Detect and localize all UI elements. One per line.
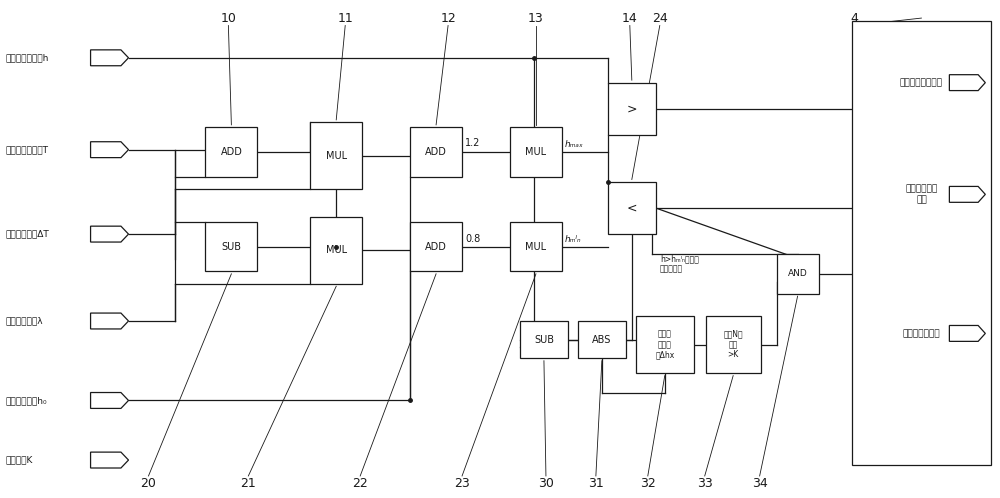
FancyBboxPatch shape	[410, 222, 462, 271]
Text: MUL: MUL	[525, 242, 547, 251]
FancyBboxPatch shape	[205, 222, 257, 271]
Text: 21: 21	[240, 477, 256, 490]
Text: 24: 24	[652, 11, 668, 24]
FancyBboxPatch shape	[510, 127, 562, 177]
Text: >: >	[627, 102, 637, 115]
Text: ABS: ABS	[592, 335, 612, 345]
Polygon shape	[949, 75, 985, 91]
Text: 拟合公式斜率λ: 拟合公式斜率λ	[6, 317, 43, 326]
Text: hₘₐₓ: hₘₐₓ	[565, 140, 584, 149]
Polygon shape	[91, 452, 129, 468]
Text: hₘᴵₙ: hₘᴵₙ	[565, 235, 582, 244]
FancyBboxPatch shape	[520, 321, 568, 358]
FancyBboxPatch shape	[777, 254, 819, 294]
Text: 0.8: 0.8	[465, 234, 480, 244]
Text: 22: 22	[352, 477, 368, 490]
Text: 油温误差格度ΔT: 油温误差格度ΔT	[6, 230, 49, 239]
Text: 变压器本体油温T: 变压器本体油温T	[6, 145, 49, 154]
FancyBboxPatch shape	[410, 127, 462, 177]
FancyBboxPatch shape	[310, 123, 362, 189]
Text: 23: 23	[454, 477, 470, 490]
Text: 油位异常偏高告警: 油位异常偏高告警	[900, 78, 943, 87]
Text: 变压器漏油告警: 变压器漏油告警	[903, 329, 940, 338]
Text: MUL: MUL	[326, 151, 347, 161]
Polygon shape	[91, 313, 129, 329]
Text: 10: 10	[220, 11, 236, 24]
FancyBboxPatch shape	[608, 83, 656, 135]
FancyBboxPatch shape	[578, 321, 626, 358]
FancyBboxPatch shape	[608, 182, 656, 234]
FancyBboxPatch shape	[706, 316, 761, 373]
Text: <: <	[627, 202, 637, 215]
Text: ADD: ADD	[425, 147, 447, 157]
Polygon shape	[949, 186, 985, 202]
Polygon shape	[91, 50, 129, 66]
Text: 32: 32	[640, 477, 656, 490]
FancyBboxPatch shape	[636, 316, 694, 373]
Text: 拟合公式常数h₀: 拟合公式常数h₀	[6, 396, 47, 405]
Text: 漏油定值K: 漏油定值K	[6, 456, 33, 465]
Text: 31: 31	[588, 477, 604, 490]
Text: 变压器本体油位h: 变压器本体油位h	[6, 53, 49, 62]
Text: AND: AND	[788, 269, 807, 278]
Text: ADD: ADD	[220, 147, 242, 157]
FancyBboxPatch shape	[205, 127, 257, 177]
Text: 14: 14	[622, 11, 638, 24]
Text: 4: 4	[851, 11, 858, 24]
Polygon shape	[91, 142, 129, 158]
Text: 34: 34	[752, 477, 768, 490]
Polygon shape	[91, 226, 129, 242]
Text: 30: 30	[538, 477, 554, 490]
Text: 11: 11	[337, 11, 353, 24]
Text: 1.2: 1.2	[465, 138, 480, 148]
Text: h>hₘᴵₙ触发漏
油告警检测: h>hₘᴵₙ触发漏 油告警检测	[660, 254, 699, 273]
FancyBboxPatch shape	[852, 20, 991, 465]
Text: 锁存并
周期输
出Δhx: 锁存并 周期输 出Δhx	[655, 330, 674, 360]
Text: SUB: SUB	[534, 335, 554, 345]
Text: SUB: SUB	[221, 242, 241, 251]
Polygon shape	[949, 326, 985, 341]
Text: ADD: ADD	[425, 242, 447, 251]
Text: 13: 13	[528, 11, 544, 24]
Text: MUL: MUL	[525, 147, 547, 157]
FancyBboxPatch shape	[510, 222, 562, 271]
Text: MUL: MUL	[326, 245, 347, 255]
Polygon shape	[91, 392, 129, 408]
Text: 12: 12	[440, 11, 456, 24]
Text: 20: 20	[141, 477, 156, 490]
FancyBboxPatch shape	[310, 217, 362, 284]
Text: 油位异常偏低
告警: 油位异常偏低 告警	[905, 185, 938, 204]
Text: 33: 33	[697, 477, 713, 490]
Text: 连续N个
周期
>K: 连续N个 周期 >K	[723, 330, 743, 360]
